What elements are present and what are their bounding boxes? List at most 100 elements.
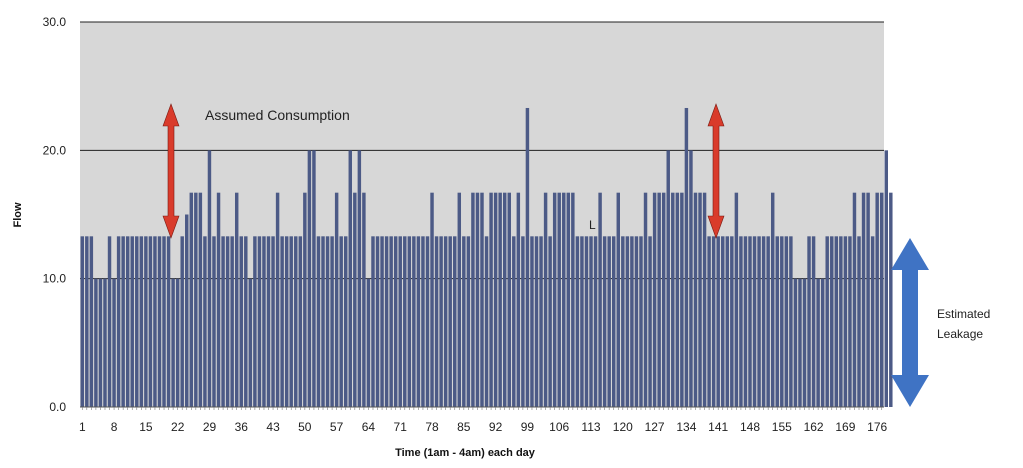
x-tick-label: 50 [298,420,312,434]
arrows [162,103,929,407]
bar [884,150,888,407]
bar [475,192,480,407]
bar [389,236,393,407]
bar [275,192,280,407]
bar [525,107,530,407]
bar [430,192,434,407]
bar [125,236,130,407]
bar [298,236,303,407]
x-tick-label: 57 [330,420,344,434]
bar [734,192,739,407]
bar [512,236,516,407]
bar [94,278,98,407]
bar [425,236,430,407]
bar [693,192,698,407]
bar [870,236,875,407]
x-tick-label: 29 [203,420,217,434]
bar [802,278,807,407]
bar [861,192,866,407]
bar [552,192,557,407]
bar [107,236,112,407]
y-axis-title: Flow [12,202,24,227]
bar [643,192,648,407]
bar [598,192,602,407]
bar [761,236,766,407]
bar [171,278,175,407]
bar [289,236,293,407]
bar [639,236,643,407]
bar [848,236,852,407]
bar [85,236,89,407]
bar [680,192,684,407]
bar [502,192,507,407]
x-tick-label: 127 [645,420,665,434]
bar [702,192,707,407]
bar [253,236,257,407]
bar [825,236,829,407]
x-tick-label: 169 [835,420,855,434]
bar [421,236,425,407]
x-tick-label: 64 [362,420,376,434]
bar [784,236,789,407]
bar [189,192,194,407]
bar [362,192,366,407]
bar [366,278,371,407]
bar [493,192,498,407]
bar [521,236,525,407]
bar [721,236,725,407]
bar [889,192,893,407]
bar [789,236,793,407]
bar [739,236,743,407]
bar [671,192,675,407]
bar [357,150,362,407]
x-tick-label: 134 [676,420,696,434]
bar [212,236,216,407]
bar [221,236,225,407]
bar [248,278,253,407]
bar [648,236,652,407]
bar [407,236,412,407]
bar [780,236,784,407]
bar [162,236,166,407]
x-tick-label: 15 [139,420,153,434]
bar [684,107,689,407]
x-tick-label: 22 [171,420,185,434]
x-tick-label: 99 [521,420,535,434]
bar [294,236,298,407]
x-tick-label: 120 [613,420,633,434]
bar [562,192,566,407]
leakage-arrow [891,238,929,407]
x-tick-label: 113 [581,420,600,434]
bar [416,236,421,407]
bar [266,236,271,407]
bar [612,236,616,407]
bar [80,236,84,407]
bar [557,192,561,407]
bar [661,192,666,407]
bar [344,236,348,407]
bar [743,236,748,407]
bar [98,278,103,407]
bar [139,236,144,407]
bar [412,236,416,407]
bar [548,236,552,407]
x-tick-label: 92 [489,420,503,434]
x-tick-label: 162 [804,420,824,434]
x-tick-label: 36 [235,420,249,434]
bar [180,236,184,407]
bar [816,278,820,407]
bar [634,236,639,407]
bar [307,150,312,407]
bar [234,192,239,407]
bar [284,236,289,407]
bar [375,236,380,407]
bar [852,192,857,407]
bar [866,192,870,407]
bar [539,236,543,407]
y-axis-ticks: 0.0 10.0 20.0 30.0 [43,15,67,414]
bar [153,236,157,407]
bar [602,236,607,407]
bar [752,236,757,407]
bar [630,236,634,407]
bar [730,236,734,407]
